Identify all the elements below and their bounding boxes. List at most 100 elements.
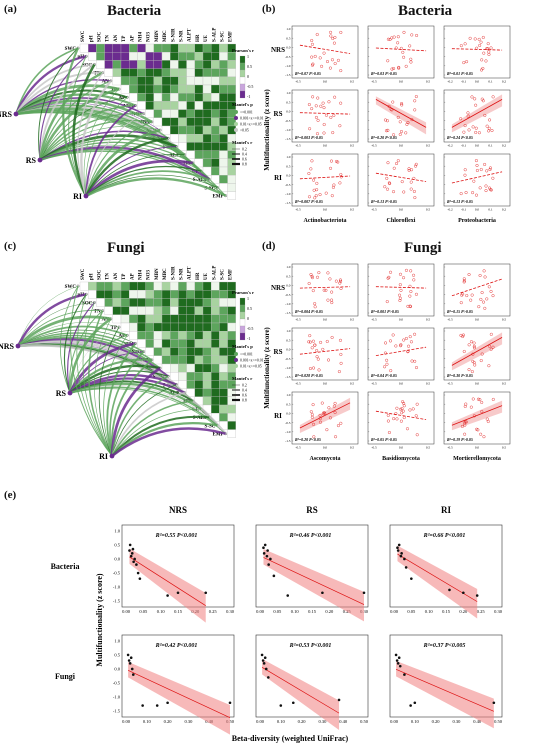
y-tick-label: 0.0 [286, 284, 291, 288]
data-point [479, 432, 483, 436]
data-point [483, 275, 487, 279]
data-point [486, 42, 490, 46]
panel-e-label: (e) [4, 489, 17, 501]
data-point [448, 588, 451, 592]
matrix-cell [202, 355, 212, 365]
data-point [385, 362, 389, 366]
data-point [414, 366, 418, 370]
data-point [131, 673, 135, 676]
x-tick-label: -0.5 [371, 208, 377, 212]
matrix-cell [153, 117, 163, 127]
matrix-cell [170, 322, 179, 332]
data-point [312, 422, 316, 426]
matrix-row-label: S-ALP [193, 416, 207, 421]
mantel-edge [98, 326, 120, 457]
matrix-col-label: S-NR [180, 30, 185, 42]
matrix-cell [186, 290, 195, 299]
data-point [466, 114, 470, 118]
data-point [131, 547, 135, 551]
matrix-cell [170, 60, 179, 69]
matrix-col-label: NO3 [147, 270, 152, 281]
data-point [392, 133, 396, 137]
matrix-cell [227, 150, 236, 159]
mantel-edge [85, 145, 177, 197]
data-point [339, 421, 343, 425]
data-point [467, 368, 471, 372]
matrix-row-label: EMF [212, 433, 223, 438]
data-point [468, 36, 472, 40]
data-point [383, 351, 387, 355]
matrix-cell [194, 134, 204, 143]
matrix-col-label: TN [106, 35, 111, 42]
data-point [412, 278, 416, 282]
matrix-cell [170, 298, 179, 307]
matrix-cell [227, 191, 236, 200]
x-tick-label: -0.1 [461, 208, 467, 212]
data-point [399, 288, 403, 292]
matrix-cell [137, 298, 146, 307]
x-tick-label: 0.2 [502, 144, 507, 148]
x-tick-label: 0.10 [157, 609, 166, 614]
y-tick-label: -1.0 [285, 430, 291, 434]
x-tick-label: -0.1 [461, 144, 467, 148]
data-point [318, 413, 322, 417]
legend-mantel-r-title: Mantel's r [232, 376, 252, 381]
data-point [286, 594, 290, 597]
data-point [413, 99, 417, 103]
panel-a-label: (a) [4, 3, 17, 15]
matrix-cell [211, 347, 220, 356]
data-point [126, 653, 130, 657]
data-point [402, 30, 406, 34]
y-tick-label: -1.5 [285, 137, 291, 141]
data-point [476, 397, 480, 401]
data-point [311, 339, 315, 343]
matrix-cell [194, 76, 204, 86]
x-tick-label: 0.50 [360, 719, 369, 724]
data-point [386, 276, 390, 280]
y-tick-label: -1.5 [113, 599, 121, 604]
matrix-cell [211, 372, 220, 381]
data-point [466, 111, 470, 115]
data-point [262, 546, 265, 550]
matrix-cell [137, 43, 146, 53]
data-point [409, 290, 413, 294]
mantel-edge [69, 364, 161, 394]
data-point [322, 106, 326, 110]
matrix-cell [194, 68, 204, 77]
matrix-cell [194, 355, 204, 365]
matrix-cell [219, 404, 228, 414]
data-point [479, 359, 483, 363]
matrix-col-label: AN [114, 272, 119, 280]
data-point [386, 161, 390, 165]
matrix-cell [161, 290, 171, 299]
data-point [389, 369, 393, 373]
matrix-cell [129, 60, 138, 69]
matrix-cell [219, 76, 228, 86]
confidence-band [397, 545, 478, 619]
data-point [272, 574, 276, 578]
matrix-col-label: AP [130, 35, 135, 42]
data-point [399, 419, 403, 423]
matrix-cell [129, 84, 138, 94]
matrix-cell [219, 175, 228, 184]
x-tick-label: -0.2 [447, 208, 453, 212]
matrix-cell [211, 158, 220, 168]
mantel-edge [39, 126, 161, 161]
data-point [410, 33, 414, 37]
matrix-cell [178, 314, 187, 324]
matrix-cell [170, 68, 179, 77]
group-node [13, 111, 19, 117]
x-tick-label: 0.5 [426, 144, 431, 148]
matrix-cell [202, 84, 212, 94]
data-point [404, 268, 408, 272]
data-point [328, 66, 332, 70]
mantel-edge [17, 322, 120, 347]
mantel-edge [39, 119, 152, 161]
data-point [311, 62, 315, 66]
matrix-cell [170, 93, 179, 102]
data-point [474, 130, 478, 134]
data-point [488, 168, 492, 172]
matrix-cell [170, 52, 179, 61]
mantel-edge [111, 384, 177, 457]
data-point [333, 401, 337, 405]
